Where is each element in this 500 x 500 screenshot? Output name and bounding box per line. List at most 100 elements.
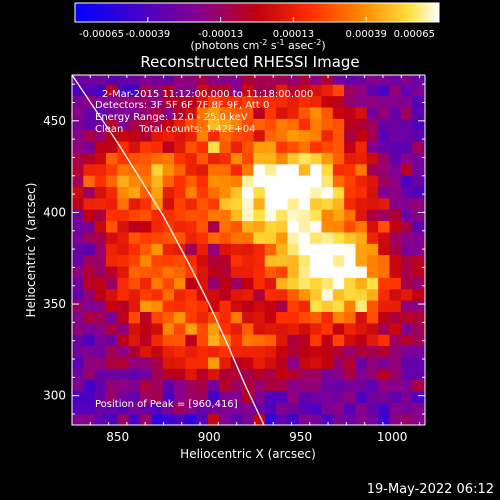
heatmap-cell [185,231,198,244]
heatmap-cell [140,106,152,119]
heatmap-cell [83,129,96,142]
heatmap-cell [106,288,118,301]
heatmap-cell [162,197,175,210]
heatmap-cell [117,356,130,369]
heatmap-cell [366,345,379,358]
heatmap-cell [310,197,323,210]
heatmap-cell [140,254,152,267]
heatmap-cell [140,390,152,403]
heatmap-cell [94,254,107,267]
heatmap-cell [276,84,289,97]
heatmap-cell [355,413,368,425]
heatmap-cell [344,288,357,301]
heatmap-cell [321,311,334,324]
heatmap-cell [276,311,289,324]
heatmap-cell [162,209,175,222]
heatmap-cell [230,118,243,131]
heatmap-cell [389,379,402,392]
heatmap-cell [378,106,391,119]
heatmap-cell [287,75,300,85]
heatmap-cell [298,265,311,278]
heatmap-cell [174,106,186,119]
heatmap-cell [94,311,107,324]
heatmap-cell [196,95,209,108]
heatmap-cell [196,413,209,425]
heatmap-cell [185,163,198,176]
heatmap-cell [83,220,96,233]
heatmap-cell [106,175,118,188]
heatmap-cell [151,334,164,347]
heatmap-cell [400,322,413,335]
heatmap-cell [378,356,391,369]
heatmap-cell [208,106,221,119]
heatmap-cell [287,106,300,119]
heatmap-cell [298,368,311,381]
heatmap-cell [219,413,232,425]
heatmap-cell [83,311,96,324]
heatmap-cell [344,118,357,131]
heatmap-cell [264,152,277,165]
heatmap-cell [185,254,198,267]
heatmap-cell [321,288,334,301]
heatmap-cell [389,402,402,415]
heatmap-cell [219,197,232,210]
heatmap-cell [83,288,96,301]
heatmap-cell [378,277,391,290]
heatmap-cell [276,254,289,267]
heatmap-cell [106,322,118,335]
heatmap-cell [264,356,277,369]
heatmap-cell [366,84,379,97]
heatmap-cell [400,95,413,108]
heatmap-cell [321,209,334,222]
heatmap-cell [208,265,221,278]
heatmap-cell [83,84,96,97]
heatmap-cell [83,322,96,335]
heatmap-cell [366,390,379,403]
heatmap-cell [83,254,96,267]
y-axis-label: Heliocentric Y (arcsec) [24,183,38,318]
heatmap-cell [400,243,413,256]
heatmap-cell [208,75,221,85]
heatmap-cell [208,311,221,324]
heatmap-cell [208,390,221,403]
heatmap-cell [366,197,379,210]
heatmap-cell [423,75,425,85]
heatmap-cell [242,175,255,188]
heatmap-cell [72,277,84,290]
heatmap-cell [276,118,289,131]
heatmap-cell [185,106,198,119]
heatmap-cell [310,209,323,222]
heatmap-cell [174,311,186,324]
heatmap-cell [94,140,107,153]
heatmap-cell [83,243,96,256]
heatmap-cell [264,288,277,301]
heatmap-cell [162,118,175,131]
heatmap-cell [94,175,107,188]
heatmap-cell [106,163,118,176]
heatmap-cell [83,75,96,85]
heatmap-cell [310,413,323,425]
heatmap-cell [162,368,175,381]
heatmap-cell [151,220,164,233]
colorbar-tick-label: -0.00065 [79,29,124,40]
heatmap-cell [174,254,186,267]
heatmap-cell [412,75,425,85]
heatmap-cell [242,84,255,97]
heatmap-cell [83,140,96,153]
heatmap-cell [253,220,266,233]
heatmap-cell [389,390,402,403]
heatmap-cell [378,129,391,142]
heatmap-cell [400,368,413,381]
heatmap-cell [94,197,107,210]
heatmap-cell [378,265,391,278]
heatmap-cell [128,311,141,324]
heatmap-cell [242,243,255,256]
heatmap-cell [287,231,300,244]
heatmap-cell [344,75,357,85]
heatmap-cell [162,152,175,165]
heatmap-cell [128,379,141,392]
heatmap-cell [174,175,186,188]
heatmap-cell [423,345,425,358]
heatmap-cell [185,152,198,165]
heatmap-cell [310,277,323,290]
